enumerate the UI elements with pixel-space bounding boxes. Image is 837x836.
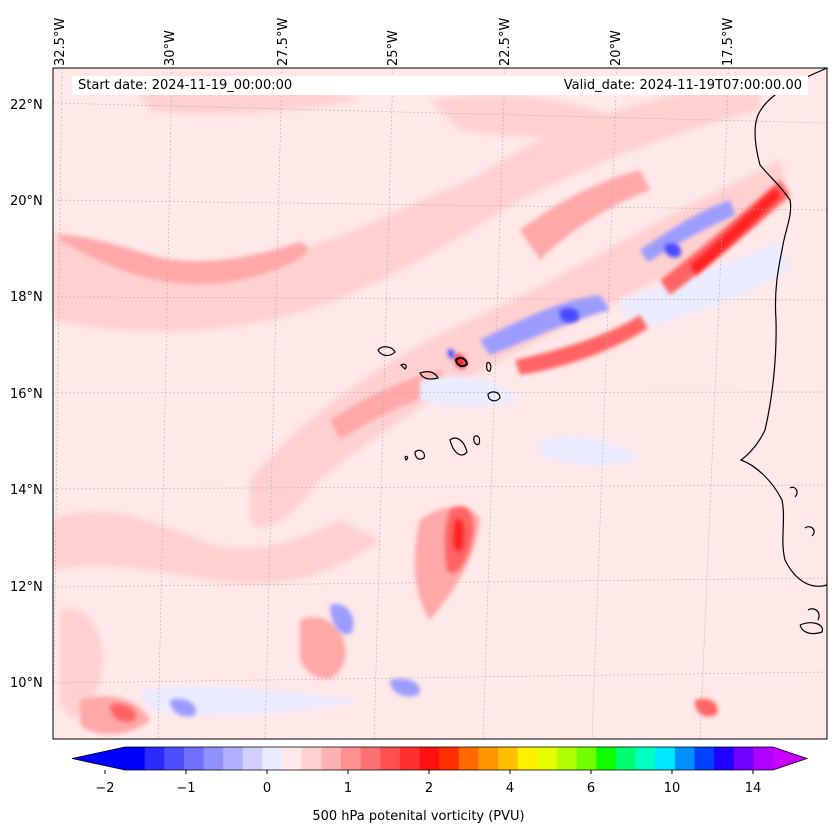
colorbar-swatch bbox=[321, 747, 342, 770]
colorbar-tick: 0 bbox=[262, 781, 272, 796]
colorbar-tick: 14 bbox=[744, 781, 762, 796]
colorbar-swatch bbox=[223, 747, 244, 770]
colorbar-tick: 2 bbox=[424, 781, 434, 796]
colorbar-tick: 10 bbox=[663, 781, 681, 796]
coastline bbox=[377, 68, 827, 635]
colorbar-swatch bbox=[576, 747, 597, 770]
colorbar-swatch bbox=[399, 747, 421, 770]
colorbar-swatch bbox=[517, 747, 538, 770]
colorbar-swatch bbox=[360, 747, 381, 770]
graticule bbox=[53, 68, 827, 739]
start-date-text: Start date: 2024-11-19_00:00:00 bbox=[78, 78, 293, 93]
colorbar-swatch bbox=[439, 747, 460, 770]
date-info-bar: Start date: 2024-11-19_00:00:00 Valid_da… bbox=[72, 76, 808, 95]
colorbar-tick: 1 bbox=[343, 781, 353, 796]
colorbar-swatch bbox=[478, 747, 499, 770]
colorbar-tick: −1 bbox=[176, 781, 196, 796]
colorbar-extend-min bbox=[72, 747, 125, 770]
colorbar-outline bbox=[71, 746, 809, 771]
lat-label-10n: 10°N bbox=[10, 676, 43, 691]
lat-label-14n: 14°N bbox=[10, 483, 43, 498]
colorbar-swatch bbox=[144, 747, 165, 770]
map-frame bbox=[52, 67, 828, 740]
colorbar-swatch bbox=[498, 747, 519, 770]
lon-label-25w: 25°W bbox=[386, 30, 401, 66]
lat-label-12n: 12°N bbox=[10, 580, 43, 595]
colorbar-swatch bbox=[262, 747, 283, 770]
colorbar-extend-max bbox=[773, 747, 807, 770]
colorbar-swatch bbox=[183, 747, 205, 770]
colorbar-swatch bbox=[615, 747, 637, 770]
colorbar bbox=[71, 746, 809, 774]
lat-label-20n: 20°N bbox=[10, 194, 43, 209]
colorbar-swatch bbox=[125, 747, 146, 770]
colorbar-swatch bbox=[714, 747, 735, 770]
colorbar-tick: 4 bbox=[505, 781, 515, 796]
colorbar-swatch bbox=[419, 747, 440, 770]
colorbar-swatch bbox=[655, 747, 676, 770]
lon-label-32.5w: 32.5°W bbox=[53, 17, 68, 66]
colorbar-swatch bbox=[674, 747, 695, 770]
lat-label-18n: 18°N bbox=[10, 290, 43, 305]
colorbar-swatch bbox=[753, 747, 774, 770]
colorbar-tick: 6 bbox=[586, 781, 596, 796]
lon-label-22.5w: 22.5°W bbox=[498, 17, 513, 66]
colorbar-swatch bbox=[458, 747, 479, 770]
colorbar-swatch bbox=[380, 747, 401, 770]
colorbar-swatch bbox=[341, 747, 362, 770]
colorbar-swatch bbox=[635, 747, 656, 770]
colorbar-swatch bbox=[557, 747, 578, 770]
colorbar-swatch bbox=[282, 747, 303, 770]
colorbar-swatch bbox=[596, 747, 617, 770]
colorbar-swatch bbox=[203, 747, 224, 770]
colorbar-swatch bbox=[694, 747, 715, 770]
lat-label-22n: 22°N bbox=[10, 98, 43, 113]
lon-label-27.5w: 27.5°W bbox=[276, 17, 291, 66]
lon-label-20w: 20°W bbox=[609, 30, 624, 66]
colorbar-swatch bbox=[242, 747, 263, 770]
valid-date-text: Valid_date: 2024-11-19T07:00:00.00 bbox=[563, 78, 802, 93]
colorbar-tick: −2 bbox=[95, 781, 115, 796]
colorbar-swatch bbox=[164, 747, 185, 770]
lat-label-16n: 16°N bbox=[10, 387, 43, 402]
lon-label-17.5w: 17.5°W bbox=[721, 17, 736, 66]
colorbar-label: 500 hPa potenital vorticity (PVU) bbox=[312, 809, 525, 824]
lon-label-30w: 30°W bbox=[163, 30, 178, 66]
colorbar-swatch bbox=[733, 747, 754, 770]
pv-field bbox=[53, 68, 827, 739]
colorbar-swatch bbox=[301, 747, 322, 770]
colorbar-swatch bbox=[537, 747, 558, 770]
